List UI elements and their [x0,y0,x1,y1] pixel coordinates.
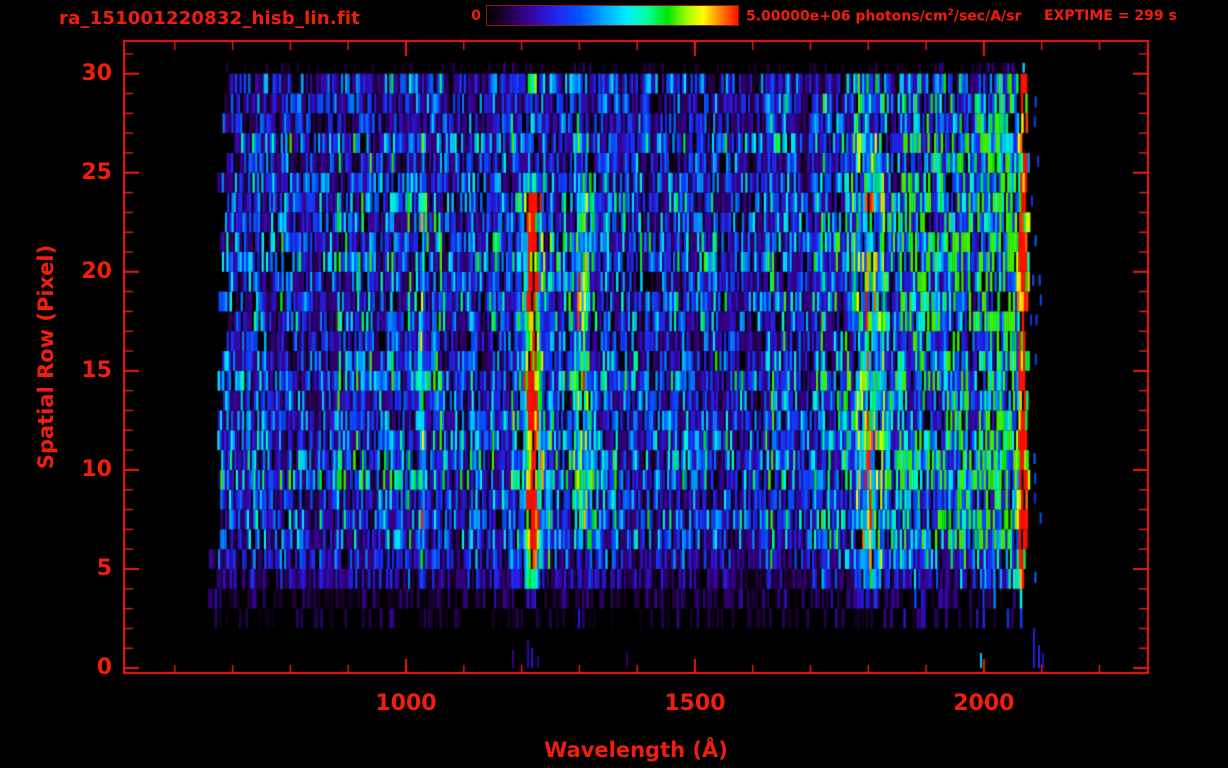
colorbar-max-label: 5.00000e+06 photons/cm2/sec/A/sr [746,8,1021,25]
x-axis-title: Wavelength (Å) [544,738,728,762]
y-tick-label: 10 [81,456,112,482]
y-tick-label: 20 [81,258,112,284]
y-tick-label: 5 [96,555,112,581]
y-tick-label: 30 [81,60,112,86]
colorbar-max-label-units: /sec/A/sr [953,8,1022,25]
y-tick-label: 0 [96,655,112,681]
colorbar-min-label: 0 [471,8,481,24]
y-tick-label: 15 [81,357,112,383]
x-tick-label: 2000 [953,691,1015,716]
colorbar [486,5,739,26]
y-axis-title: Spatial Row (Pixel) [34,244,58,470]
x-tick-label: 1000 [375,691,437,716]
y-tick-label: 25 [81,159,112,185]
file-title: ra_151001220832_hisb_lin.fit [59,8,361,29]
x-tick-label: 1500 [664,691,726,716]
colorbar-max-label-superscript: 2 [947,8,954,18]
exptime-label: EXPTIME = 299 s [1044,8,1177,24]
colorbar-max-label-value: 5.00000e+06 photons/cm [746,8,948,25]
